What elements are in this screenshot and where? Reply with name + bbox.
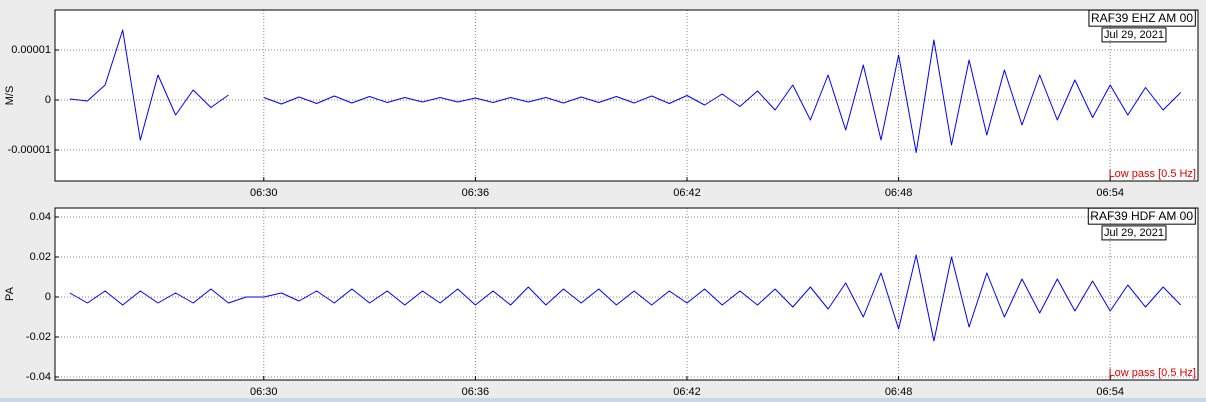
x-tick-label: 06:54 <box>1096 386 1124 398</box>
plot-frame <box>54 207 1199 381</box>
x-tick-label: 06:42 <box>673 386 701 398</box>
trace <box>69 254 1182 342</box>
y-tick-label: -0.02 <box>26 331 51 343</box>
date-label: Jul 29, 2021 <box>1104 29 1164 41</box>
plot-frame <box>54 9 1199 182</box>
y-tick-label: 0.04 <box>30 211 51 223</box>
station-label: RAF39 HDF AM 00 <box>1090 209 1193 223</box>
x-tick-label: 06:30 <box>250 386 278 398</box>
x-tick-label: 06:30 <box>250 187 278 199</box>
x-tick-label: 06:42 <box>673 187 701 199</box>
x-tick-label: 06:36 <box>462 386 490 398</box>
filter-label: Low pass [0.5 Hz] <box>1109 367 1196 379</box>
y-tick-label: 0 <box>45 94 51 106</box>
plot-area <box>55 208 1198 380</box>
date-box <box>1101 27 1167 43</box>
bottom-bar <box>0 398 1206 402</box>
x-tick-label: 06:48 <box>885 187 913 199</box>
y-tick-label: -0.00001 <box>8 144 51 156</box>
y-tick-label: -0.04 <box>26 371 51 383</box>
y-tick-label: 0 <box>45 291 51 303</box>
y-tick-label: 0.00001 <box>11 44 51 56</box>
trace <box>69 29 1182 153</box>
station-label: RAF39 EHZ AM 00 <box>1091 11 1193 25</box>
station-box <box>1088 9 1196 27</box>
x-tick-label: 06:48 <box>885 386 913 398</box>
y-tick-label: 0.02 <box>30 251 51 263</box>
y-axis-label: M/S <box>4 86 16 106</box>
y-axis-label: PA <box>4 286 16 301</box>
x-tick-label: 06:54 <box>1096 187 1124 199</box>
plot-area <box>55 10 1198 181</box>
x-tick-label: 06:36 <box>462 187 490 199</box>
station-box <box>1087 207 1196 225</box>
filter-label: Low pass [0.5 Hz] <box>1109 168 1196 180</box>
date-label: Jul 29, 2021 <box>1104 227 1164 239</box>
date-box <box>1101 225 1167 241</box>
